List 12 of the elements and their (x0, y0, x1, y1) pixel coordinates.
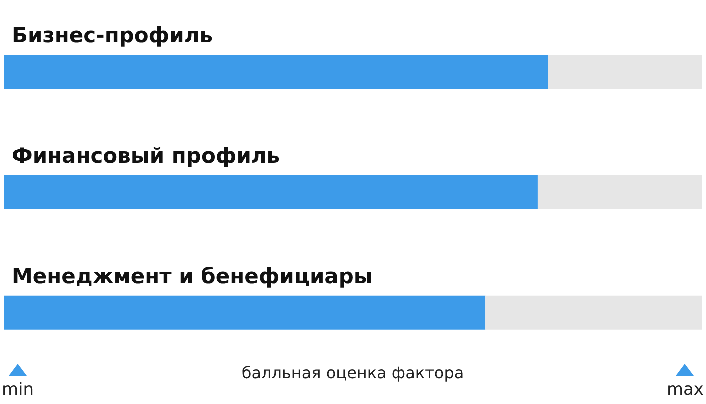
bar (4, 55, 548, 90)
bar (548, 55, 702, 90)
y-tick-label: Финансовый профиль (12, 144, 280, 168)
x-axis-title: балльная оценка фактора (242, 364, 464, 382)
bar (486, 296, 702, 330)
bar (4, 176, 538, 210)
bar (4, 296, 486, 330)
text: max (666, 380, 704, 400)
y-tick-label: Менеджмент и бенефициары (12, 264, 373, 288)
bar (538, 176, 702, 210)
y-tick-label: Бизнес-профиль (12, 24, 214, 48)
text: min (2, 380, 34, 400)
